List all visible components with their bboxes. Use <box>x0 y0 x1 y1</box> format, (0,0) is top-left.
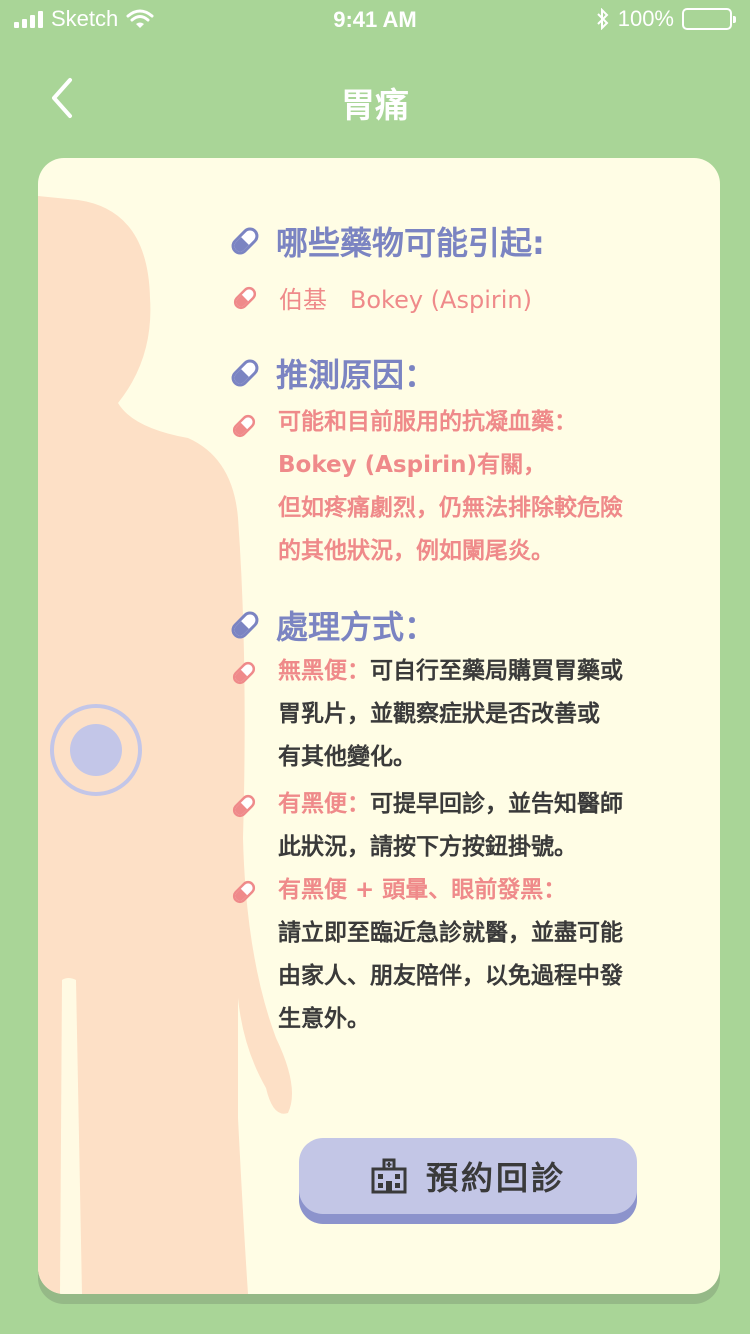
treatment-title: 處理方式： <box>276 608 437 646</box>
drugs-heading: 哪些藥物可能引起: <box>228 218 545 264</box>
drug-item: 伯基 Bokey (Aspirin) <box>231 280 532 315</box>
status-time: 9:41 AM <box>333 7 417 32</box>
chevron-left-icon <box>52 78 72 118</box>
back-button[interactable] <box>40 74 90 124</box>
drugs-title: 哪些藥物可能引起: <box>276 224 545 262</box>
page-title: 胃痛 <box>341 86 409 126</box>
signal-icon <box>14 10 43 28</box>
card-content: 哪些藥物可能引起: 伯基 Bokey (Aspirin) 推測原因： <box>38 158 720 1294</box>
status-left: Sketch <box>14 6 154 32</box>
hospital-icon <box>371 1158 407 1194</box>
carrier-label: Sketch <box>51 6 119 31</box>
book-appointment-label: 預約回診 <box>425 1159 566 1197</box>
symptom-card: 哪些藥物可能引起: 伯基 Bokey (Aspirin) 推測原因： <box>38 158 720 1294</box>
pill-icon <box>231 611 259 639</box>
pill-icon <box>232 794 256 818</box>
pill-icon <box>231 359 259 387</box>
wifi-icon <box>126 9 154 28</box>
status-right: 100% <box>596 6 736 32</box>
cause-text: 可能和目前服用的抗凝血藥： Bokey (Aspirin)有關， 但如疼痛劇烈，… <box>278 409 623 564</box>
nav-bar: 胃痛 <box>0 60 750 140</box>
pill-icon <box>232 661 256 685</box>
pill-icon <box>232 414 256 438</box>
cause-title: 推測原因： <box>276 356 437 394</box>
body-illustration <box>38 196 292 1294</box>
pill-icon <box>233 286 257 309</box>
treatment-item-black-stool-dizzy: 有黑便 + 頭暈、眼前發黑： 請立即至臨近急診就醫，並盡可能 由家人、朋友陪伴，… <box>278 877 623 1032</box>
treatment-item-black-stool: 有黑便：可提早回診，並告知醫師 此狀況，請按下方按鈕掛號。 <box>278 791 623 860</box>
treatment-heading: 處理方式： <box>228 602 436 648</box>
book-appointment-button[interactable]: 預約回診 <box>299 1138 637 1214</box>
bluetooth-icon <box>597 8 609 30</box>
treatment-item-no-black-stool: 無黑便：可自行至藥局購買胃藥或 胃乳片，並觀察症狀是否改善或 有其他變化。 <box>278 658 623 770</box>
cause-heading: 推測原因： <box>228 350 436 396</box>
pain-location-marker[interactable] <box>50 704 142 796</box>
battery-icon <box>682 8 736 30</box>
pill-icon <box>231 227 259 255</box>
battery-percent: 100% <box>617 6 674 31</box>
drug-name: 伯基 Bokey (Aspirin) <box>279 286 532 314</box>
pill-icon <box>232 880 256 904</box>
status-bar: Sketch 9:41 AM 100% <box>0 0 750 40</box>
